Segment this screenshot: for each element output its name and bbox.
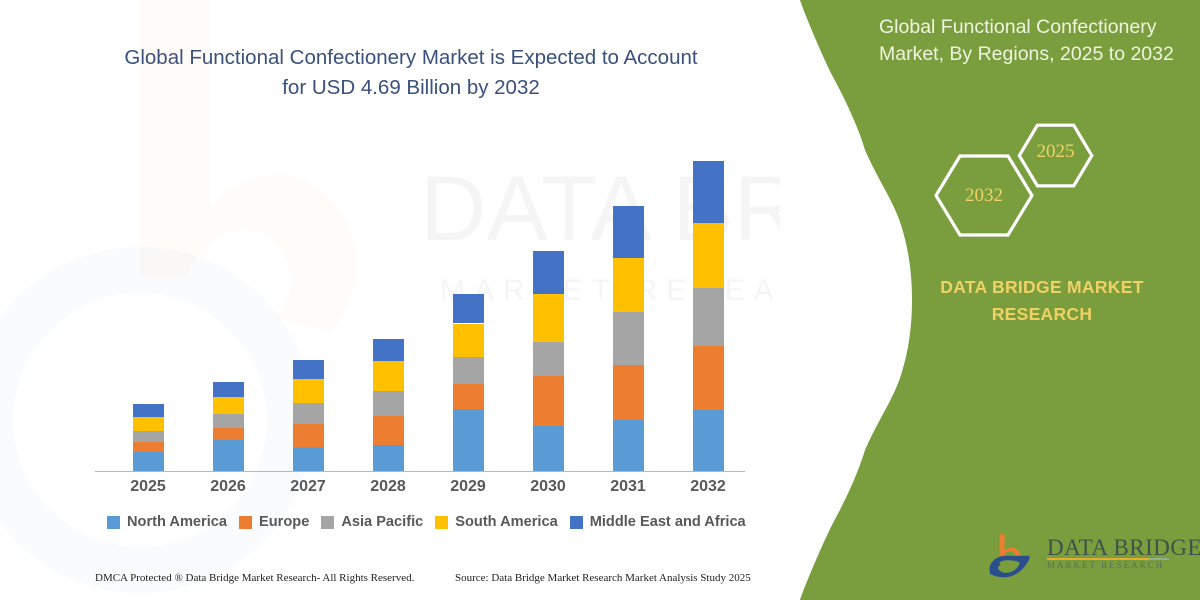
svg-text:MARKET RESEARCH: MARKET RESEARCH xyxy=(440,274,780,307)
svg-text:DATA BRIDGE: DATA BRIDGE xyxy=(420,158,780,260)
